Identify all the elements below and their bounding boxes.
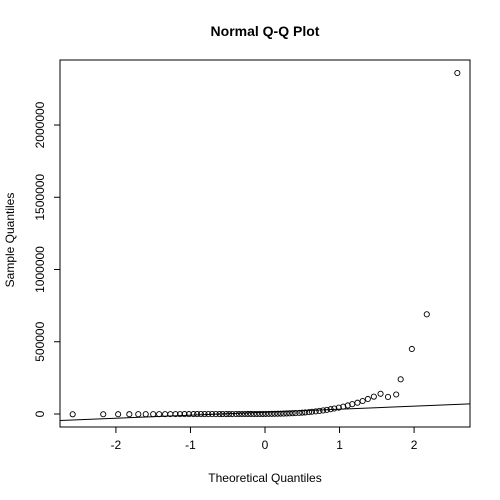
x-axis-label: Theoretical Quantiles [208, 471, 321, 485]
data-point [247, 410, 254, 418]
data-point [377, 390, 384, 397]
data-point [259, 410, 266, 417]
data-point [172, 411, 179, 418]
data-point [320, 407, 327, 414]
data-point [256, 410, 263, 417]
data-point [190, 411, 197, 418]
data-point [126, 411, 133, 418]
data-point [359, 397, 366, 405]
data-point [194, 411, 201, 418]
reference-line [59, 403, 471, 421]
x-axis: -2 -1 0 1 2 [111, 427, 418, 452]
data-point [100, 411, 107, 418]
data-point [384, 393, 392, 400]
data-point [305, 409, 313, 416]
data-point [335, 404, 342, 411]
data-point [69, 411, 76, 418]
data-point [271, 410, 278, 417]
data-point [408, 345, 415, 353]
data-point [312, 408, 319, 415]
data-point [354, 399, 361, 406]
data-point [397, 376, 404, 383]
data-point [393, 391, 400, 398]
data-point [235, 410, 242, 418]
data-point [265, 410, 272, 417]
data-point [370, 393, 377, 400]
y-tick-label: 1000000 [33, 246, 47, 293]
x-tick-label: -2 [111, 438, 122, 452]
data-point [185, 411, 193, 418]
data-point [181, 411, 188, 418]
data-point [176, 411, 184, 418]
x-tick-label: 1 [336, 438, 343, 452]
x-tick-label: -1 [185, 438, 196, 452]
y-tick-label: 0 [33, 410, 47, 417]
plot-frame [59, 59, 471, 428]
data-point [364, 395, 371, 403]
data-point [250, 410, 257, 418]
y-tick-label: 1500000 [33, 174, 47, 221]
y-tick-label: 2000000 [33, 101, 47, 148]
data-point [302, 409, 309, 416]
data-point [244, 410, 251, 418]
y-axis-label: Sample Quantiles [3, 193, 17, 288]
x-tick-label: 2 [411, 438, 418, 452]
data-point [274, 410, 281, 417]
x-tick-label: 0 [262, 438, 269, 452]
data-point [135, 411, 142, 418]
data-point [299, 409, 306, 416]
data-point [454, 69, 461, 77]
data-point [241, 410, 248, 418]
chart-title: Normal Q-Q Plot [211, 23, 320, 39]
data-point [253, 410, 260, 417]
data-point [331, 405, 338, 412]
data-points [69, 69, 461, 418]
data-point [142, 411, 149, 418]
data-point [238, 410, 245, 418]
data-point [232, 410, 239, 418]
data-point [115, 411, 122, 418]
data-point [423, 311, 430, 318]
y-tick-label: 500000 [33, 321, 47, 361]
data-point [268, 410, 275, 417]
data-point [296, 409, 303, 416]
data-point [277, 410, 284, 417]
data-point [316, 407, 323, 415]
data-point [197, 411, 204, 418]
data-point [150, 411, 157, 418]
y-axis: 0 500000 1000000 1500000 2000000 [33, 101, 60, 417]
data-point [308, 408, 316, 415]
data-point [262, 410, 269, 417]
